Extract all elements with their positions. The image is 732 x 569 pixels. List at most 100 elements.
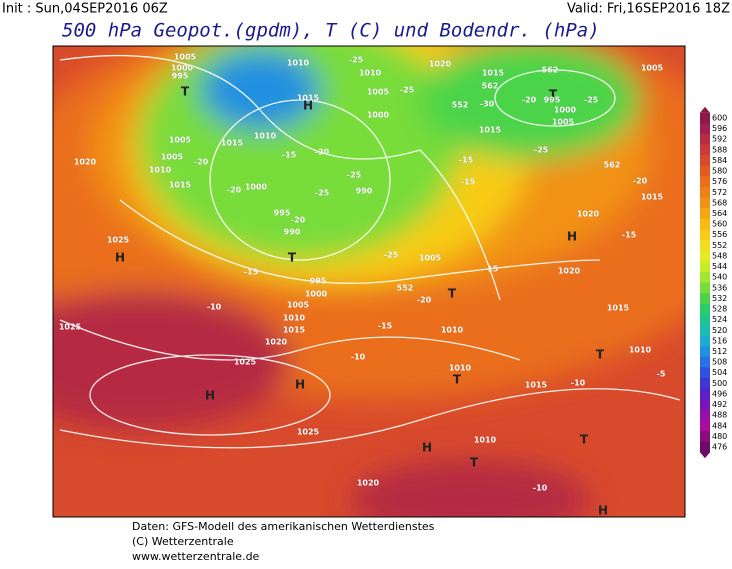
map-label: -20 <box>633 177 648 186</box>
map-label: -5 <box>657 370 666 379</box>
map-label: 1010 <box>287 59 310 68</box>
pressure-center: T <box>448 287 457 301</box>
map-label: 1015 <box>169 181 192 190</box>
map-label: -30 <box>480 100 495 109</box>
map-label: 552 <box>397 284 414 293</box>
colorbar-swatch <box>700 133 710 146</box>
map-label: 1025 <box>59 323 82 332</box>
colorbar-label: 592 <box>712 135 727 144</box>
colorbar-label: 596 <box>712 124 727 133</box>
map-label: 990 <box>356 187 373 196</box>
map-label: -10 <box>207 303 222 312</box>
map-label: -15 <box>461 178 476 187</box>
map-label: 1010 <box>441 326 464 335</box>
colorbar-label: 476 <box>712 443 727 452</box>
map-label: 1005 <box>161 153 184 162</box>
map-label: 1020 <box>357 479 380 488</box>
map-label: 562 <box>604 161 621 170</box>
colorbar-swatch <box>700 155 710 167</box>
map-label: -25 <box>584 96 599 105</box>
map-label: 1015 <box>641 193 664 202</box>
init-time: Init : Sun,04SEP2016 06Z <box>2 2 168 17</box>
map-label: -20 <box>522 96 537 105</box>
map-label: 1000 <box>554 106 577 115</box>
pressure-center: H <box>295 378 305 392</box>
map-label: 1015 <box>482 69 505 78</box>
colorbar-label: 568 <box>712 198 727 207</box>
colorbar-label: 508 <box>712 358 727 367</box>
map-label: 1015 <box>221 139 244 148</box>
colorbar-swatch <box>700 335 710 347</box>
colorbar-swatch <box>700 431 710 443</box>
map-label: -15 <box>378 322 393 331</box>
map-label: 1025 <box>234 358 257 367</box>
map-label: 1020 <box>429 60 452 69</box>
map-title: 500 hPa Geopot.(gpdm), T (C) und Bodendr… <box>62 20 600 42</box>
colorbar-swatch <box>700 197 710 209</box>
map-label: -25 <box>400 86 415 95</box>
colorbar-swatch <box>700 112 710 124</box>
map-label: 1020 <box>577 210 600 219</box>
colorbar-label: 524 <box>712 315 727 324</box>
map-label: -25 <box>384 251 399 260</box>
map-label: 1005 <box>287 301 310 310</box>
pressure-center: T <box>453 373 462 387</box>
map-label: 1005 <box>169 136 192 145</box>
map-label: 1015 <box>479 126 502 135</box>
colorbar-label: 552 <box>712 241 727 250</box>
pressure-center: T <box>288 251 297 265</box>
colorbar-label: 484 <box>712 421 727 430</box>
map-label: -15 <box>484 265 499 274</box>
colorbar-label: 564 <box>712 209 727 218</box>
pressure-center: T <box>181 85 190 99</box>
map-label: 1000 <box>171 64 194 73</box>
map-label: -20 <box>417 296 432 305</box>
map-label: 995 <box>274 209 291 218</box>
colorbar-swatch <box>700 356 710 368</box>
colorbar-label: 532 <box>712 294 727 303</box>
map-label: 1010 <box>359 69 382 78</box>
colorbar-label: 500 <box>712 379 727 388</box>
map-label: 562 <box>542 66 559 75</box>
pressure-center: T <box>470 456 479 470</box>
pressure-center: H <box>567 230 577 244</box>
map-label: 1005 <box>367 88 390 97</box>
colorbar-label: 536 <box>712 283 727 292</box>
map-label: 552 <box>452 101 469 110</box>
map-label: 1015 <box>607 304 630 313</box>
colorbar-swatch <box>700 441 710 453</box>
colorbar-label: 572 <box>712 188 727 197</box>
colorbar-label: 600 <box>712 114 727 123</box>
colorbar-swatch <box>700 293 710 305</box>
colorbar-label: 492 <box>712 400 727 409</box>
map-label: -20 <box>227 186 242 195</box>
map-label: 1010 <box>629 346 652 355</box>
valid-time: Valid: Fri,16SEP2016 18Z <box>567 2 730 17</box>
footer-line: (C) Wetterzentrale <box>132 535 234 548</box>
map-label: -15 <box>282 151 297 160</box>
map-label: 1010 <box>474 436 497 445</box>
colorbar-label: 496 <box>712 389 727 398</box>
colorbar-swatch <box>700 144 710 156</box>
map-label: -15 <box>459 156 474 165</box>
pressure-center: H <box>598 504 608 518</box>
colorbar-label: 480 <box>712 432 727 441</box>
colorbar-swatch <box>700 229 710 241</box>
colorbar-swatch <box>700 176 710 188</box>
colorbar-label: 556 <box>712 230 727 239</box>
map-label: 1020 <box>74 158 97 167</box>
map-label: 1025 <box>297 428 320 437</box>
pressure-center: H <box>422 441 432 455</box>
map-label: 1010 <box>254 132 277 141</box>
pressure-center: H <box>303 99 313 113</box>
colorbar-label: 504 <box>712 368 727 377</box>
map-label: -15 <box>244 268 259 277</box>
map-label: 1010 <box>283 314 306 323</box>
map-label: 1015 <box>525 381 548 390</box>
map-label: 995 <box>172 72 189 81</box>
map-label: 1005 <box>552 118 575 127</box>
colorbar-swatch <box>700 123 710 135</box>
map-label: 1000 <box>305 290 328 299</box>
colorbar-swatch <box>700 399 710 411</box>
